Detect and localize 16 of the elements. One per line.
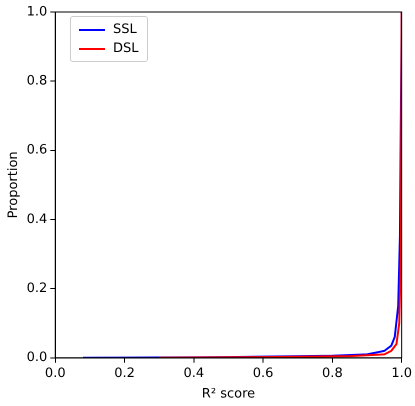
- y-tick-label: 0.2: [26, 281, 48, 296]
- y-axis-title: Proportion: [6, 151, 22, 218]
- x-tick-label: 0.4: [183, 366, 204, 381]
- y-tick-label: 0.8: [26, 74, 48, 89]
- legend-label: DSL: [113, 41, 139, 56]
- legend-label: SSL: [113, 22, 137, 37]
- y-tick-label: 1.0: [26, 4, 48, 20]
- x-tick-label: 0.0: [44, 366, 66, 381]
- x-axis-title: R² score: [202, 386, 256, 402]
- y-tick-label: 0.6: [26, 142, 48, 158]
- y-tick-label: 0.4: [26, 212, 48, 227]
- x-tick-label: 0.6: [252, 366, 274, 381]
- x-tick-label: 1.0: [391, 366, 412, 381]
- x-tick-label: 0.8: [322, 366, 343, 381]
- y-tick-label: 0.0: [26, 350, 48, 366]
- x-tick-label: 0.2: [114, 366, 135, 381]
